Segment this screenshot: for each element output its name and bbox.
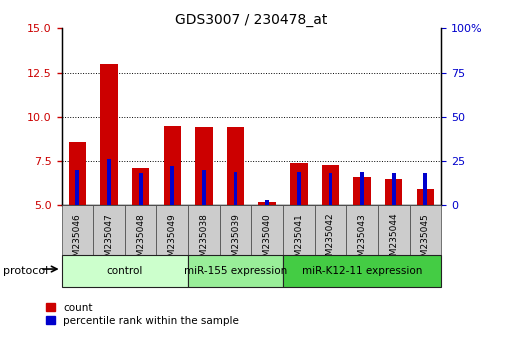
- Text: GSM235049: GSM235049: [168, 213, 177, 268]
- Text: GSM235045: GSM235045: [421, 213, 430, 268]
- Bar: [417, 189, 434, 294]
- FancyBboxPatch shape: [93, 205, 125, 255]
- Bar: [297, 172, 301, 205]
- FancyBboxPatch shape: [188, 205, 220, 255]
- Bar: [170, 166, 174, 205]
- Bar: [202, 170, 206, 205]
- Bar: [265, 200, 269, 205]
- Bar: [233, 172, 238, 205]
- Text: GSM235043: GSM235043: [358, 213, 367, 268]
- Bar: [75, 170, 80, 205]
- Bar: [69, 142, 86, 294]
- FancyBboxPatch shape: [314, 205, 346, 255]
- Bar: [385, 179, 402, 294]
- Text: GSM235047: GSM235047: [105, 213, 113, 268]
- Text: GSM235042: GSM235042: [326, 213, 335, 267]
- FancyBboxPatch shape: [251, 205, 283, 255]
- Bar: [290, 163, 307, 294]
- Text: GSM235040: GSM235040: [263, 213, 272, 268]
- Title: GDS3007 / 230478_at: GDS3007 / 230478_at: [175, 13, 328, 27]
- Bar: [227, 127, 244, 294]
- Text: GSM235046: GSM235046: [73, 213, 82, 268]
- FancyBboxPatch shape: [409, 205, 441, 255]
- Bar: [259, 202, 276, 294]
- Bar: [101, 64, 117, 294]
- Text: GSM235039: GSM235039: [231, 213, 240, 268]
- Text: protocol: protocol: [3, 266, 48, 276]
- FancyBboxPatch shape: [62, 205, 93, 255]
- Bar: [322, 165, 339, 294]
- Text: GSM235038: GSM235038: [200, 213, 208, 268]
- Legend: count, percentile rank within the sample: count, percentile rank within the sample: [46, 303, 239, 326]
- FancyBboxPatch shape: [283, 205, 314, 255]
- Bar: [360, 172, 364, 205]
- FancyBboxPatch shape: [62, 255, 188, 287]
- Text: GSM235044: GSM235044: [389, 213, 398, 267]
- FancyBboxPatch shape: [346, 205, 378, 255]
- Bar: [423, 173, 427, 205]
- Bar: [164, 126, 181, 294]
- Bar: [353, 177, 371, 294]
- Text: GSM235041: GSM235041: [294, 213, 303, 268]
- Text: miR-K12-11 expression: miR-K12-11 expression: [302, 266, 422, 276]
- Bar: [132, 168, 149, 294]
- Bar: [139, 173, 143, 205]
- FancyBboxPatch shape: [125, 205, 156, 255]
- Bar: [195, 127, 212, 294]
- Text: miR-155 expression: miR-155 expression: [184, 266, 287, 276]
- Bar: [328, 173, 332, 205]
- FancyBboxPatch shape: [220, 205, 251, 255]
- Text: control: control: [107, 266, 143, 276]
- FancyBboxPatch shape: [188, 255, 283, 287]
- FancyBboxPatch shape: [283, 255, 441, 287]
- Text: GSM235048: GSM235048: [136, 213, 145, 268]
- Bar: [107, 159, 111, 205]
- FancyBboxPatch shape: [378, 205, 409, 255]
- FancyBboxPatch shape: [156, 205, 188, 255]
- Bar: [392, 173, 396, 205]
